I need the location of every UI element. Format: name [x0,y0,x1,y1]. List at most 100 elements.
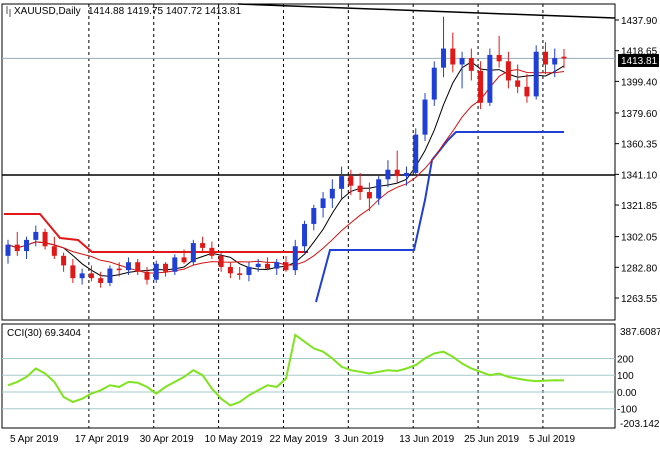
price-tick-label: 1437.90 [621,16,658,27]
price-tick-label: 1360.35 [621,140,658,151]
candle-body[interactable] [403,172,409,177]
cci-line [7,333,565,407]
candle-body[interactable] [33,231,39,240]
candle-body[interactable] [116,268,122,271]
candle-body[interactable] [61,255,67,266]
candle-body[interactable] [42,231,48,247]
candle-body[interactable] [5,244,11,256]
candle-body[interactable] [200,243,206,248]
price-tick-label: 1341.10 [621,170,658,181]
horizontal-lines [2,3,616,176]
candle-body[interactable] [107,268,113,283]
candle-body[interactable] [302,223,308,247]
price-tick-label: 1418.65 [621,47,658,58]
candle-body[interactable] [524,86,530,97]
candle-body[interactable] [98,278,104,283]
candle-body[interactable] [552,58,558,65]
axes: 5 Apr 2019 17 Apr 2019 30 Apr 2019 10 May 2… [10,16,658,445]
candle-body[interactable] [218,255,224,267]
candle-body[interactable] [459,58,465,65]
candle-body[interactable] [542,51,548,65]
chart-background [1,3,616,429]
candle-body[interactable] [144,271,150,280]
candle-body[interactable] [70,265,76,279]
candle-body[interactable] [237,273,243,275]
candle-body[interactable] [329,188,335,199]
trailing-stop-lines [4,131,564,303]
candle-body[interactable] [533,51,539,97]
current-price-tag: 1413.81 [618,54,659,67]
ohlc-label: 1414.88 1419.75 1407.72 1413.81 [88,6,241,17]
candle-body[interactable] [264,263,270,269]
candle-body[interactable] [51,246,57,256]
price-candles[interactable] [5,16,567,288]
price-tick-label: 1379.60 [621,109,658,120]
candle-body[interactable] [125,262,131,271]
date-tick-label: 5 Apr 2019 [10,434,59,445]
date-tick-label: 10 May 2019 [205,434,263,445]
candle-body[interactable] [431,67,437,100]
candle-body[interactable] [515,80,521,87]
cci-max-label: 387.6087 [620,327,660,338]
candle-body[interactable] [292,246,298,271]
date-tick-label: 3 Jun 2019 [334,434,384,445]
candle-body[interactable] [190,243,196,263]
date-tick-label: 30 Apr 2019 [140,434,194,445]
candle-body[interactable] [283,262,289,271]
date-tick-label: 22 May 2019 [269,434,327,445]
candle-body[interactable] [468,58,474,71]
symbol-label: XAUUSD,Daily [14,6,81,17]
cci-panel: 200 100 0.00 -100 [2,333,637,416]
candle-body[interactable] [394,169,400,177]
date-tick-label: 25 Jun 2019 [464,434,519,445]
cci-min-label: -203.1423 [620,419,660,430]
candle-body[interactable] [24,239,30,252]
candle-body[interactable] [339,176,345,189]
cci-label: CCI(30) 69.3404 [7,328,81,339]
candle-body[interactable] [14,244,20,252]
price-tick-label: 1321.85 [621,201,658,212]
candle-body[interactable] [376,179,382,199]
candle-body[interactable] [246,266,252,275]
trail-stop-bear [4,213,308,253]
candle-body[interactable] [357,185,363,193]
price-tick-label: 1263.55 [621,294,658,305]
trend-line [237,3,616,19]
candle-body[interactable] [496,54,502,62]
cci-level-label: -100 [617,405,637,416]
candle-body[interactable] [163,263,169,272]
candle-body[interactable] [320,198,326,208]
candle-body[interactable] [422,99,428,135]
candle-body[interactable] [385,169,391,180]
candle-body[interactable] [153,263,159,280]
price-tick-label: 1302.05 [621,233,658,244]
trail-stop-bull [315,131,564,303]
candle-body[interactable] [172,257,178,272]
candle-body[interactable] [79,273,85,279]
candle-body[interactable] [478,70,484,103]
candle-body[interactable] [255,263,261,267]
price-tick-label: 1399.40 [621,77,658,88]
candle-body[interactable] [441,48,447,68]
candle-body[interactable] [413,134,419,173]
candle-body[interactable] [274,262,280,269]
date-tick-label: 13 Jun 2019 [399,434,454,445]
candle-body[interactable] [227,266,233,274]
date-tick-label: 17 Apr 2019 [75,434,129,445]
candle-body[interactable] [135,262,141,272]
vertical-gridlines [88,4,544,428]
candle-body[interactable] [88,273,94,279]
candle-body[interactable] [348,176,354,186]
candle-body[interactable] [366,192,372,199]
candle-body[interactable] [311,207,317,224]
candle-body[interactable] [181,257,187,263]
current-price-label: 1413.81 [621,56,658,67]
price-tick-label: 1282.80 [621,263,658,274]
candle-body[interactable] [505,61,511,81]
candle-body[interactable] [487,54,493,103]
candle-body[interactable] [209,247,215,256]
candle-body[interactable] [561,56,567,59]
candle-body[interactable] [450,48,456,65]
cci-level-label: 0.00 [617,388,637,399]
